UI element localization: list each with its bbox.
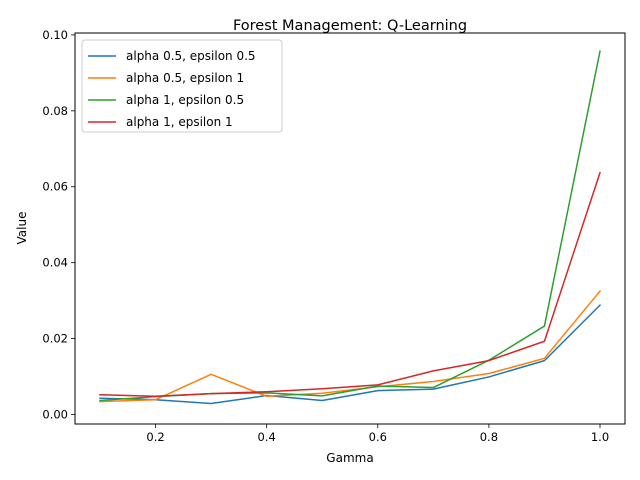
x-tick-label: 1.0 — [591, 430, 609, 444]
legend-label-4: alpha 1, epsilon 1 — [126, 115, 233, 129]
y-tick-label: 0.08 — [42, 104, 68, 118]
plot-frame — [74, 32, 626, 425]
legend: alpha 0.5, epsilon 0.5 alpha 0.5, epsilon… — [81, 39, 283, 133]
series-line-2 — [99, 290, 602, 403]
x-tick-label: 0.4 — [258, 430, 276, 444]
legend-label-3: alpha 1, epsilon 0.5 — [126, 93, 244, 107]
x-axis-ticks: 0.2 0.4 0.6 0.8 1.0 — [146, 424, 609, 444]
x-tick-label: 0.8 — [480, 430, 498, 444]
x-tick-label: 0.6 — [369, 430, 387, 444]
series-line-4 — [99, 171, 601, 398]
series-lines — [99, 50, 602, 405]
y-tick-label: 0.10 — [42, 28, 68, 42]
y-axis-ticks: 0.00 0.02 0.04 0.06 0.08 0.10 — [42, 28, 75, 422]
legend-items: alpha 0.5, epsilon 0.5 alpha 0.5, epsilon… — [88, 49, 256, 129]
x-axis-label: Gamma — [326, 451, 373, 465]
x-tick-label: 0.2 — [146, 430, 164, 444]
legend-label-1: alpha 0.5, epsilon 0.5 — [126, 49, 256, 63]
y-axis-label: Value — [15, 212, 29, 245]
y-tick-label: 0.06 — [42, 180, 68, 194]
y-tick-label: 0.00 — [42, 408, 68, 422]
chart-title: Forest Management: Q-Learning — [233, 18, 467, 34]
legend-label-2: alpha 0.5, epsilon 1 — [126, 71, 244, 85]
y-tick-label: 0.04 — [42, 256, 68, 270]
legend-frame — [81, 39, 283, 133]
y-tick-label: 0.02 — [42, 332, 68, 346]
series-line-1 — [99, 304, 602, 405]
